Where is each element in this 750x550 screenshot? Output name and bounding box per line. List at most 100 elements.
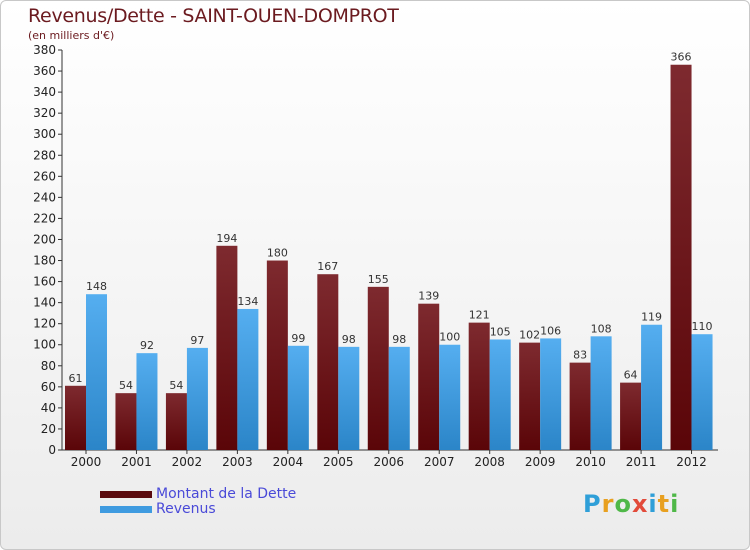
bar-revenus-2012 [691,334,713,450]
data-label: 98 [342,333,356,346]
legend-label-dette: Montant de la Dette [156,486,297,502]
logo-letter: r [601,490,615,518]
y-tick-label: 300 [33,127,56,141]
chart-subtitle: (en milliers d'€) [28,29,115,42]
y-tick-label: 100 [33,338,56,352]
bar-revenus-2008 [489,339,511,450]
x-tick-label: 2003 [222,455,253,469]
y-tick-label: 240 [33,190,56,204]
data-label: 366 [671,51,692,64]
bar-revenus-2003 [237,308,259,450]
x-tick-label: 2012 [676,455,707,469]
data-label: 61 [69,372,83,385]
logo-letter: t [657,490,671,518]
data-label: 108 [591,322,612,335]
x-tick-label: 2011 [626,455,657,469]
bars [65,64,713,450]
bar-dette-2006 [367,286,389,450]
y-tick-label: 60 [41,380,56,394]
legend-item-revenus: Revenus [100,501,216,517]
bar-dette-2007 [418,303,440,450]
data-label: 106 [540,324,561,337]
x-tick-label: 2006 [373,455,404,469]
logo-letter: o [614,490,632,518]
y-tick-label: 0 [48,443,56,457]
bar-revenus-2001 [136,353,158,450]
logo-letter: P [583,490,602,518]
data-label: 100 [439,331,460,344]
logo-letter: x [631,490,649,518]
bar-revenus-2009 [540,338,562,450]
x-tick-label: 2008 [474,455,505,469]
data-label: 155 [368,273,389,286]
data-label: 102 [519,329,540,342]
bar-revenus-2005 [338,346,360,450]
bar-revenus-2010 [590,336,612,450]
data-label: 54 [119,379,133,392]
y-tick-label: 360 [33,64,56,78]
data-label: 92 [140,339,154,352]
bar-revenus-2002 [186,347,208,450]
y-tick-label: 340 [33,85,56,99]
x-tick-label: 2009 [525,455,556,469]
y-tick-label: 200 [33,232,56,246]
data-label: 121 [469,309,490,322]
x-tick-label: 2001 [121,455,152,469]
logo-letter: i [670,490,680,518]
legend-label-revenus: Revenus [156,501,216,517]
data-label: 105 [490,325,511,338]
bar-dette-2011 [620,382,642,450]
axes: 0 20 40 60 80 100 120 140 160 180 200 220 240 260 280 3… [33,43,718,469]
bar-dette-2009 [519,342,541,450]
x-tick-label: 2007 [424,455,455,469]
y-tick-label: 140 [33,296,56,310]
logo-letter: i [648,490,658,518]
data-label: 99 [291,332,305,345]
legend-swatch-dette [100,490,152,498]
data-label: 97 [190,334,204,347]
bar-revenus-2011 [641,324,663,450]
data-label: 119 [641,311,662,324]
y-tick-label: 20 [41,422,56,436]
chart-title: Revenus/Dette - SAINT-OUEN-DOMPROT [28,5,399,27]
y-tick-label: 380 [33,43,56,57]
y-tick-label: 220 [33,211,56,225]
data-label: 139 [418,290,439,303]
bar-dette-2008 [468,322,490,450]
bar-dette-2004 [266,260,288,450]
data-label: 110 [692,320,713,333]
data-label: 167 [317,260,338,273]
bar-dette-2000 [65,385,86,450]
bar-dette-2012 [670,64,692,450]
y-tick-label: 160 [33,275,56,289]
data-label: 180 [267,247,288,260]
x-tick-label: 2010 [575,455,606,469]
y-tick-label: 280 [33,148,56,162]
bar-dette-2003 [216,245,238,450]
data-label: 194 [216,232,237,245]
y-tick-label: 260 [33,169,56,183]
y-tick-label: 120 [33,317,56,331]
y-tick-label: 40 [41,401,56,415]
x-tick-label: 2000 [71,455,102,469]
data-label: 83 [573,349,587,362]
y-tick-label: 180 [33,254,56,268]
legend-item-dette: Montant de la Dette [100,486,296,502]
proxiti-logo: Proxiti [583,490,679,518]
data-label: 54 [169,379,183,392]
bar-dette-2010 [569,362,591,450]
bar-revenus-2000 [86,294,107,450]
bar-dette-2001 [115,393,137,450]
data-label: 134 [237,295,258,308]
bar-revenus-2006 [388,346,410,450]
x-tick-label: 2002 [172,455,203,469]
bar-revenus-2004 [287,345,309,450]
y-tick-label: 80 [41,359,56,373]
data-label: 98 [392,333,406,346]
data-label: 64 [624,369,638,382]
y-tick-label: 320 [33,106,56,120]
x-tick-label: 2004 [273,455,304,469]
data-label: 148 [86,280,107,293]
